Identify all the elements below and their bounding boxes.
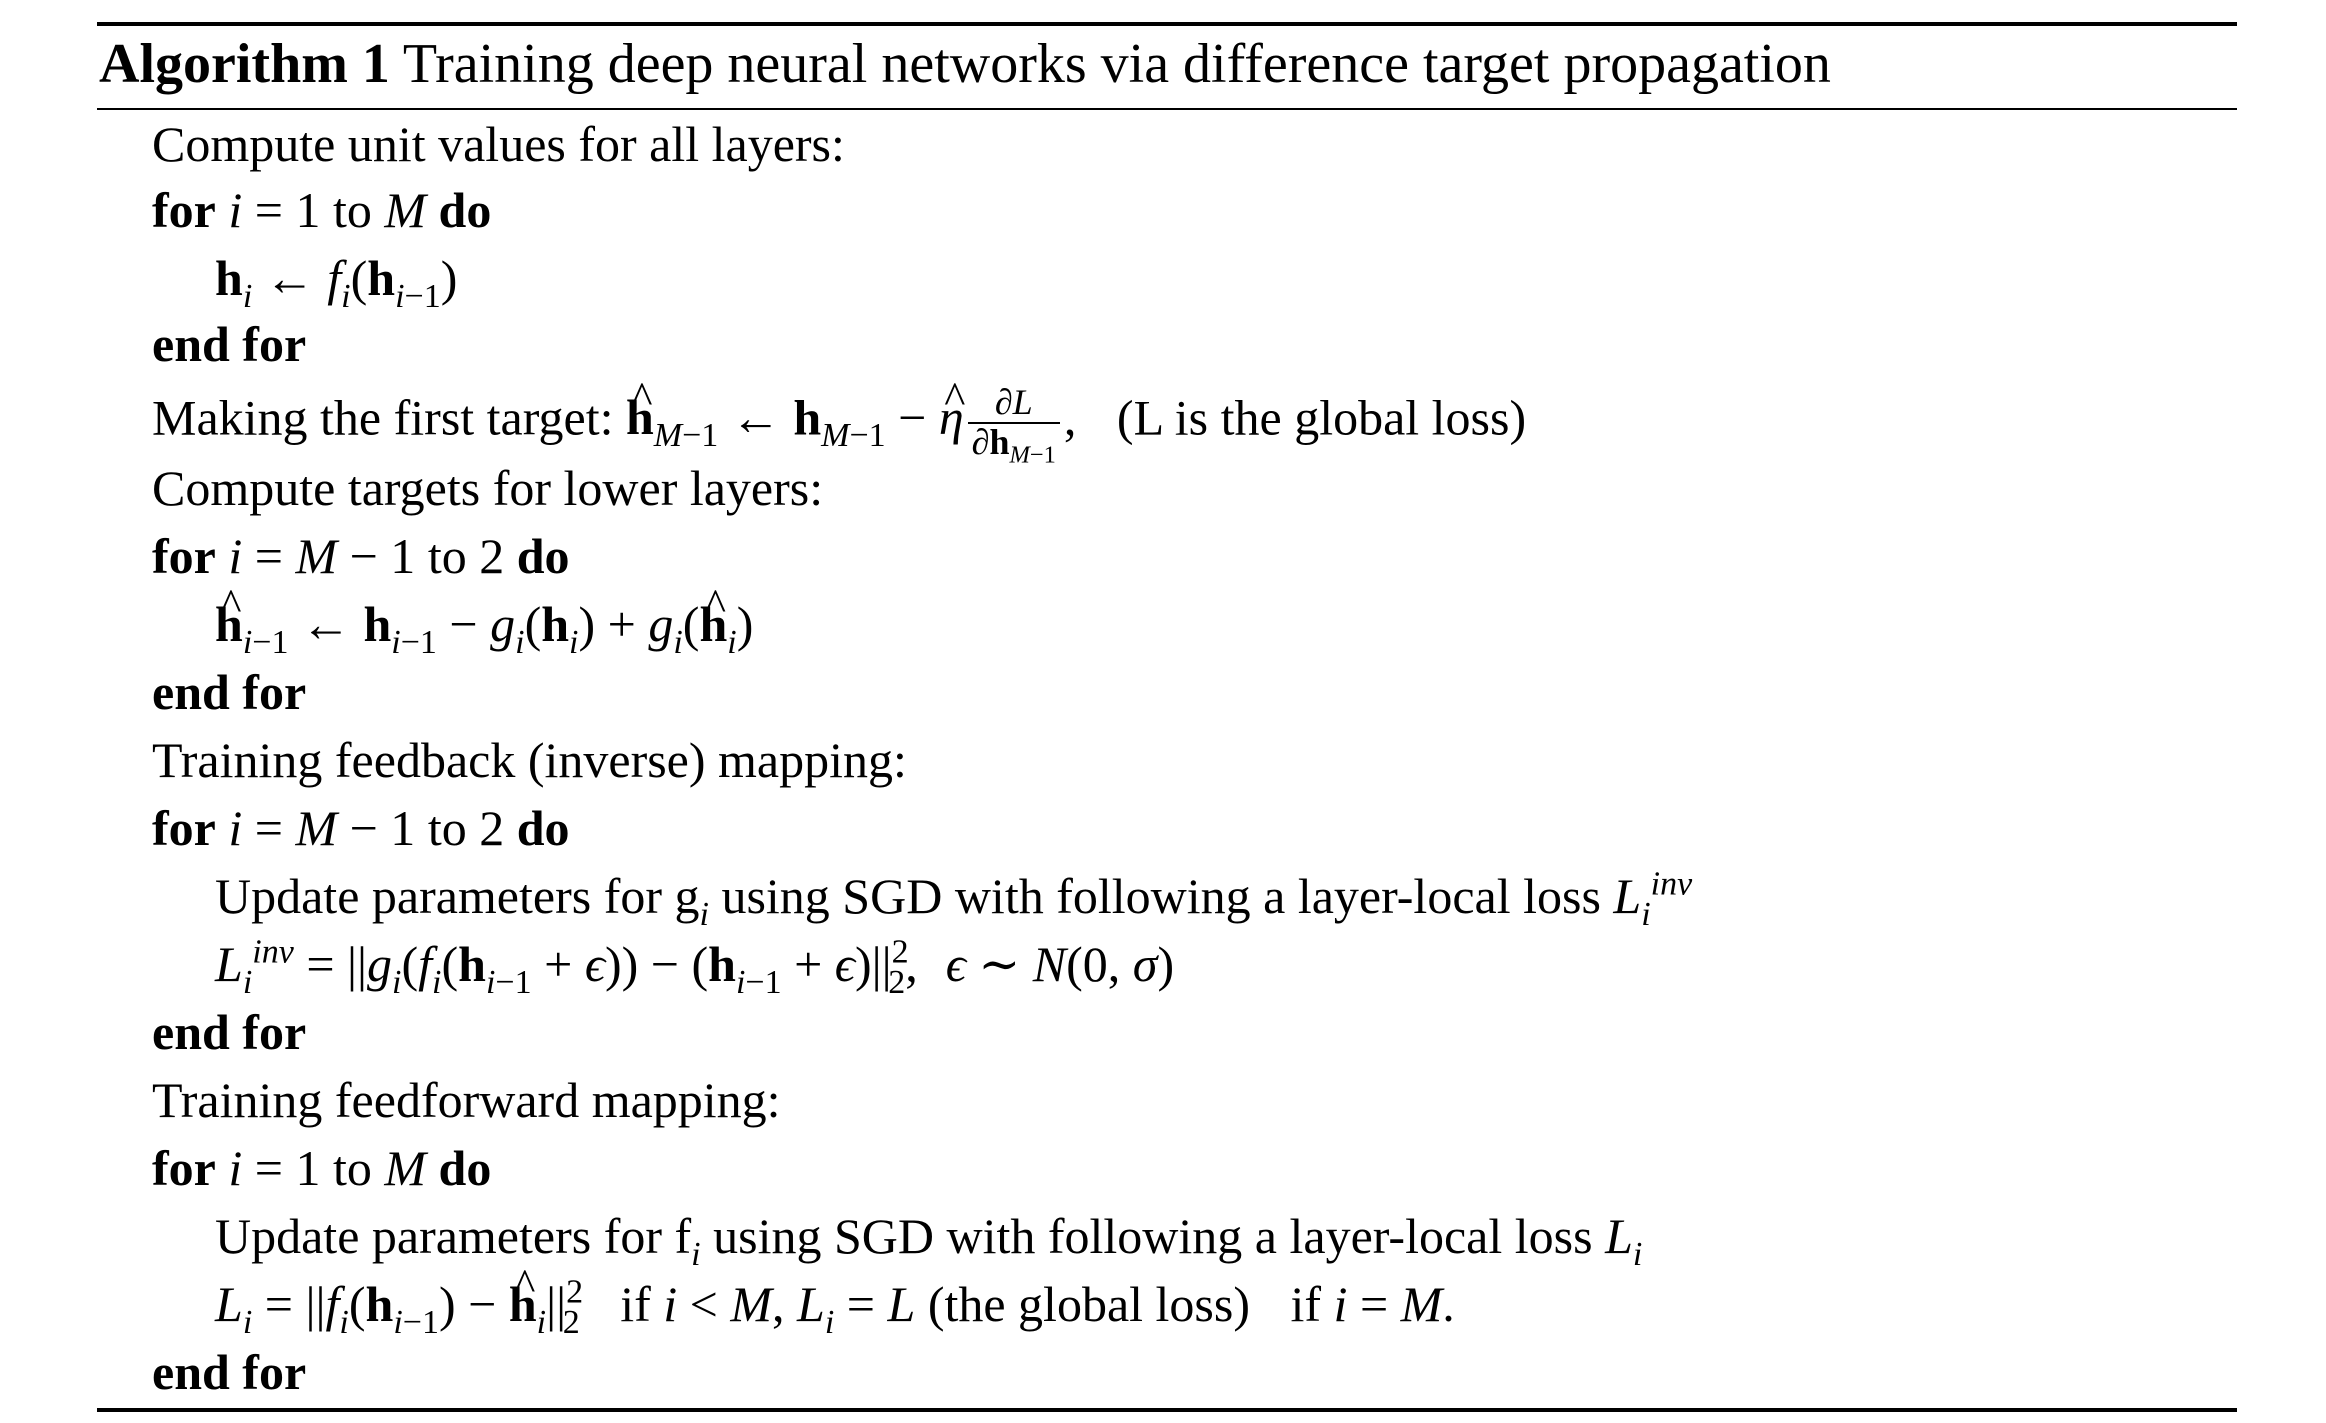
training-feedback-text: Training feedback (inverse) mapping: [152,732,907,788]
keyword-to: to [332,1140,372,1196]
caption-rule [97,108,2237,110]
line-for-feedforward: for i = 1 to M do [152,1140,492,1196]
keyword-do: do [516,800,570,856]
line-compute-targets: Compute targets for lower layers: [152,458,823,518]
bottom-rule [97,1408,2237,1412]
keyword-end-for: end for [152,664,307,720]
algorithm-title: Training deep neural networks via differ… [402,33,1831,95]
top-rule [97,22,2237,26]
using-sgd-text: using SGD with following a layer-local l… [713,1208,1593,1264]
keyword-do: do [438,1140,492,1196]
line-for-forward: for i = 1 to M do [152,182,492,238]
global-loss-note: (L is the global loss) [1116,389,1527,446]
line-forward-update: hi ← fi(hi−1) [215,250,458,315]
keyword-end-for: end for [152,316,307,372]
line-inverse-loss: Liinv = ||gi(fi(hi−1 + ϵ)) − (hi−1 + ϵ)|… [215,933,1175,1001]
keyword-to: to [332,182,372,238]
keyword-end-for: end for [152,1344,307,1400]
line-for-targets: for i = M − 1 to 2 do [152,528,570,584]
compute-targets-text: Compute targets for lower layers: [152,460,824,516]
keyword-for: for [152,800,216,856]
line-target-update: hi−1 ← hi−1 − gi(hi) + gi(hi) [215,575,753,659]
line-training-feedback: Training feedback (inverse) mapping: [152,730,907,790]
algorithm-label: Algorithm 1 [99,33,390,95]
line-update-g: Update parameters for gi using SGD with … [215,865,1693,933]
keyword-end-for: end for [152,1004,307,1060]
first-target-text: Making the first target: [152,389,614,446]
line-training-feedforward: Training feedforward mapping: [152,1070,781,1130]
line-update-f: Update parameters for fi using SGD with … [215,1208,1643,1273]
keyword-if: if [620,1276,651,1332]
keyword-for: for [152,528,216,584]
line-end-for-4: end for [152,1342,306,1402]
line-first-target: Making the first target: hM−1 ← hM−1 − η… [152,368,1527,467]
global-loss-paren: (the global loss) [927,1276,1250,1332]
line-for-feedback: for i = M − 1 to 2 do [152,800,570,856]
line-end-for-1: end for [152,314,306,374]
line-forward-loss: Li = ||fi(hi−1) − hi||22 if i < M, Li = … [215,1255,1455,1339]
keyword-do: do [438,182,492,238]
algorithm-block: Algorithm 1 Training deep neural network… [97,0,2237,1423]
compute-units-text: Compute unit values for all layers: [152,116,845,172]
keyword-for: for [152,182,216,238]
keyword-to: to [427,800,467,856]
using-sgd-text: using SGD with following a layer-local l… [721,868,1601,924]
keyword-for: for [152,1140,216,1196]
training-feedforward-text: Training feedforward mapping: [152,1072,781,1128]
keyword-to: to [427,528,467,584]
keyword-do: do [516,528,570,584]
line-end-for-2: end for [152,662,306,722]
line-compute-units: Compute unit values for all layers: [152,114,845,174]
keyword-if: if [1290,1276,1322,1332]
algorithm-caption: Algorithm 1 Training deep neural network… [99,28,1831,100]
update-f-text: Update parameters for f [215,1208,692,1264]
line-end-for-3: end for [152,1002,306,1062]
update-g-text: Update parameters for g [215,868,700,924]
